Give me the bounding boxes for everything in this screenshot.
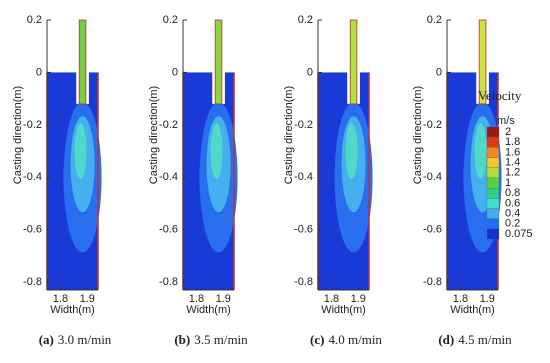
y-tick-label: -0.8: [159, 276, 178, 288]
y-tick-label: 0.2: [27, 14, 42, 26]
y-tick-label: 0: [307, 66, 313, 78]
nozzle-flow: [78, 19, 87, 105]
caption-label: (c): [310, 332, 324, 347]
y-tick-label: 0.2: [427, 14, 442, 26]
x-tick-label: 1.8: [53, 293, 68, 305]
caption: (a) 3.0 m/min: [39, 332, 112, 347]
caption-text: 4.0 m/min: [328, 332, 382, 347]
x-axis-label: Width(m): [321, 304, 366, 316]
y-tick-label: 0.2: [298, 14, 313, 26]
y-axis-label: Casting direction(m): [148, 86, 160, 184]
x-axis-label: Width(m): [186, 304, 231, 316]
legend-swatch: [486, 177, 500, 189]
legend-label: 0.2: [505, 218, 520, 230]
legend-label: 0.6: [505, 197, 520, 209]
legend-label: 1.2: [505, 167, 520, 179]
legend-swatch: [486, 188, 500, 199]
y-tick-label: -0.8: [23, 276, 42, 288]
y-tick-label: -0.4: [23, 171, 42, 183]
caption-text: 3.0 m/min: [58, 332, 112, 347]
caption: (b) 3.5 m/min: [174, 332, 248, 347]
y-tick-label: 0: [172, 66, 178, 78]
legend-swatch: [486, 218, 500, 230]
legend-unit: m/s: [497, 115, 515, 127]
y-tick-label: -0.6: [23, 224, 42, 236]
legend-swatch: [486, 157, 500, 168]
y-axis-label: Casting direction(m): [412, 86, 424, 184]
legend-label: 1.6: [505, 146, 520, 158]
flow-zone: [345, 123, 358, 180]
legend-label: 0.075: [505, 228, 533, 240]
y-tick-label: 0: [36, 66, 42, 78]
flow-zone: [474, 123, 487, 180]
x-tick-label: 1.9: [216, 293, 231, 305]
x-tick-label: 1.9: [351, 293, 366, 305]
legend-swatch: [486, 137, 500, 148]
nozzle-flow: [478, 19, 487, 105]
legend-label: 2: [505, 126, 511, 138]
legend-label: 0.4: [505, 208, 520, 220]
y-tick-label: -0.2: [294, 119, 313, 131]
legend-swatch: [486, 228, 500, 240]
x-tick-label: 1.8: [453, 293, 468, 305]
y-tick-label: -0.8: [294, 276, 313, 288]
nozzle-flow: [349, 19, 358, 105]
x-axis-label: Width(m): [450, 304, 495, 316]
flow-zone: [210, 123, 223, 180]
y-tick-label: -0.6: [423, 224, 442, 236]
legend-swatch: [486, 147, 500, 158]
y-axis-label: Casting direction(m): [12, 86, 24, 184]
y-tick-label: -0.2: [423, 119, 442, 131]
x-tick-label: 1.8: [324, 293, 339, 305]
x-axis-label: Width(m): [50, 304, 95, 316]
caption-label: (a): [39, 332, 54, 347]
caption: (d) 4.5 m/min: [438, 332, 512, 347]
y-tick-label: -0.4: [294, 171, 313, 183]
caption-label: (d): [438, 332, 454, 347]
y-tick-label: -0.4: [159, 171, 178, 183]
legend-swatch: [486, 198, 500, 209]
legend-swatch: [486, 208, 500, 219]
nozzle-flow: [214, 19, 223, 105]
x-tick-label: 1.9: [480, 293, 495, 305]
legend-label: 1.4: [505, 157, 520, 169]
y-tick-label: 0: [436, 66, 442, 78]
legend-label: 1: [505, 177, 511, 189]
y-tick-label: 0.2: [163, 14, 178, 26]
caption-text: 3.5 m/min: [194, 332, 248, 347]
legend-title: Velocity: [478, 88, 522, 103]
legend-swatch: [486, 167, 500, 179]
caption-label: (b): [174, 332, 190, 347]
y-tick-label: -0.2: [159, 119, 178, 131]
x-tick-label: 1.8: [189, 293, 204, 305]
y-axis-label: Casting direction(m): [283, 86, 295, 184]
y-tick-label: -0.6: [294, 224, 313, 236]
y-tick-label: -0.4: [423, 171, 442, 183]
y-tick-label: -0.2: [23, 119, 42, 131]
legend-label: 0.8: [505, 187, 520, 199]
caption: (c) 4.0 m/min: [310, 332, 382, 347]
legend-label: 1.8: [505, 136, 520, 148]
legend-swatch: [486, 126, 500, 138]
y-tick-label: -0.6: [159, 224, 178, 236]
flow-zone: [74, 123, 87, 180]
x-tick-label: 1.9: [80, 293, 95, 305]
y-tick-label: -0.8: [423, 276, 442, 288]
caption-text: 4.5 m/min: [458, 332, 512, 347]
